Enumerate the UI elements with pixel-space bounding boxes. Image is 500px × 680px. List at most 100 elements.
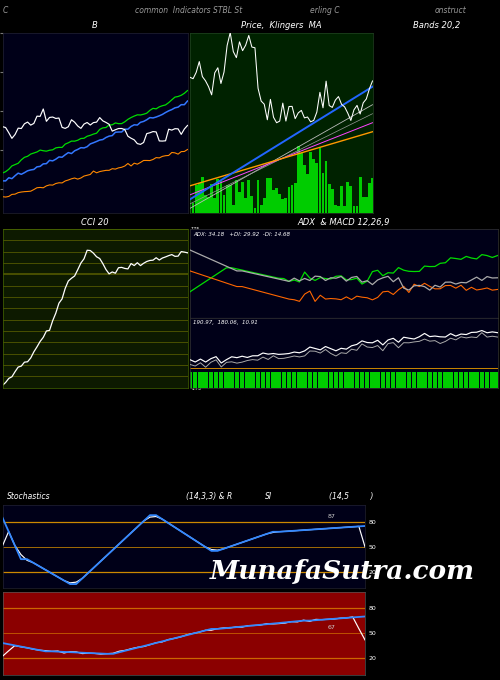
Bar — [412, 372, 416, 388]
Bar — [324, 372, 328, 388]
Bar — [192, 203, 194, 213]
Bar — [261, 372, 265, 388]
Bar — [266, 372, 270, 388]
Text: 87: 87 — [328, 513, 336, 519]
Bar — [250, 372, 255, 388]
Bar — [292, 372, 296, 388]
Bar — [438, 372, 442, 388]
Bar — [254, 208, 256, 213]
Bar — [235, 180, 238, 213]
Bar — [297, 372, 302, 388]
Bar — [290, 184, 294, 213]
Bar — [244, 199, 247, 213]
Text: erling C: erling C — [310, 6, 340, 15]
Bar — [365, 197, 368, 213]
Bar — [278, 194, 281, 213]
Bar — [188, 199, 192, 213]
Bar — [328, 372, 333, 388]
Bar — [370, 372, 374, 388]
Bar — [328, 184, 330, 213]
Bar — [380, 372, 385, 388]
Bar — [496, 372, 500, 388]
Bar — [309, 152, 312, 213]
Bar — [302, 372, 307, 388]
Bar — [318, 372, 322, 388]
Bar — [269, 178, 272, 213]
Bar — [339, 372, 344, 388]
Bar — [318, 148, 322, 213]
Text: onstruct: onstruct — [435, 6, 467, 15]
Text: Price,  Klingers  MA: Price, Klingers MA — [241, 21, 322, 30]
Bar — [248, 180, 250, 213]
Bar — [368, 183, 371, 213]
Bar — [402, 372, 406, 388]
Bar — [232, 205, 234, 213]
Text: Bands 20,2: Bands 20,2 — [412, 21, 460, 30]
Bar — [284, 198, 288, 213]
Text: SI: SI — [265, 492, 272, 501]
Bar — [306, 174, 309, 213]
Text: ADX: 34.18   +DI: 29.92  -DI: 14.68: ADX: 34.18 +DI: 29.92 -DI: 14.68 — [193, 232, 290, 237]
Text: B: B — [92, 21, 98, 30]
Bar — [469, 372, 474, 388]
Bar — [464, 372, 468, 388]
Bar — [288, 187, 290, 213]
Bar — [214, 372, 218, 388]
Bar — [188, 372, 192, 388]
Text: 67: 67 — [328, 625, 336, 630]
Bar — [448, 372, 453, 388]
Text: common  Indicators STBL St: common Indicators STBL St — [135, 6, 242, 15]
Bar — [275, 188, 278, 213]
Bar — [266, 178, 268, 213]
Bar — [376, 372, 380, 388]
Bar — [224, 372, 228, 388]
Bar — [352, 206, 356, 213]
Bar — [337, 205, 340, 213]
Bar — [245, 372, 250, 388]
Bar — [344, 372, 348, 388]
Bar — [201, 177, 204, 213]
Text: 190.97,  180.06,  10.91: 190.97, 180.06, 10.91 — [193, 320, 258, 325]
Bar — [313, 372, 318, 388]
Bar — [256, 372, 260, 388]
Bar — [344, 206, 346, 213]
Bar — [308, 372, 312, 388]
Bar — [282, 372, 286, 388]
Bar — [260, 205, 262, 213]
Bar — [204, 195, 207, 213]
Bar — [358, 177, 362, 213]
Text: ADX  & MACD 12,26,9: ADX & MACD 12,26,9 — [298, 218, 390, 226]
Bar — [222, 194, 226, 213]
Bar — [297, 146, 300, 213]
Bar — [432, 372, 437, 388]
Bar — [250, 196, 254, 213]
Bar — [324, 161, 328, 213]
Text: CCI 20: CCI 20 — [81, 218, 109, 226]
Bar — [386, 372, 390, 388]
Bar — [360, 372, 364, 388]
Bar — [208, 372, 213, 388]
Bar — [220, 182, 222, 213]
Bar — [226, 185, 228, 213]
Bar — [300, 153, 302, 213]
Text: (14,5         ): (14,5 ) — [329, 492, 374, 501]
Bar — [356, 205, 358, 213]
Bar — [229, 184, 232, 213]
Bar — [474, 372, 479, 388]
Bar — [287, 372, 291, 388]
Bar — [216, 179, 219, 213]
Bar — [219, 372, 224, 388]
Bar — [371, 178, 374, 213]
Bar — [365, 372, 370, 388]
Bar — [271, 372, 276, 388]
Bar — [340, 186, 343, 213]
Bar — [346, 182, 349, 213]
Bar — [443, 372, 448, 388]
Bar — [316, 163, 318, 213]
Bar — [354, 372, 359, 388]
Text: (14,3,3) & R: (14,3,3) & R — [186, 492, 232, 501]
Bar — [230, 372, 234, 388]
Bar — [195, 185, 198, 213]
Bar — [256, 180, 260, 213]
Bar — [303, 165, 306, 213]
